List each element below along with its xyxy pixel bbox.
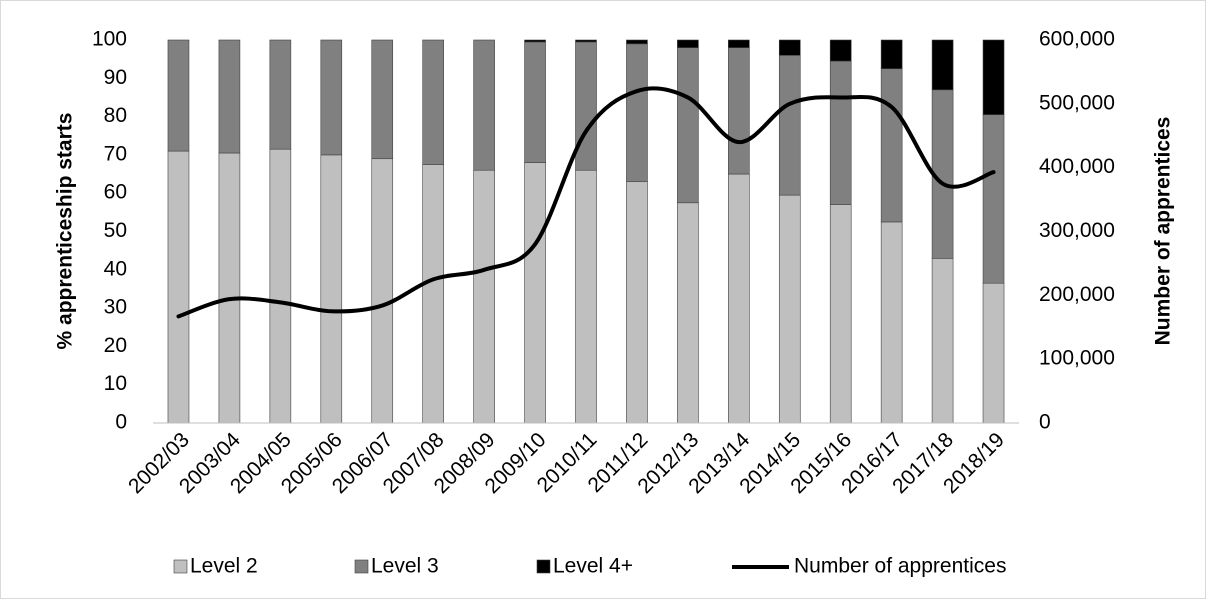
y-tick-label: 20 [104,334,127,357]
bar-level-3-1 [218,39,241,154]
bar-level-3-10 [677,47,699,204]
bar-level-2-4 [371,158,394,424]
bar-level-4--11 [728,39,750,48]
bar-level-2-8 [575,169,597,424]
bars-layer [167,39,1005,424]
legend-label-level-3: Level 3 [371,555,439,578]
y2-tick-label: 0 [1039,411,1051,434]
bar-level-4--7 [524,39,546,43]
bar-level-4--8 [575,39,597,43]
bar-level-3-13 [829,60,852,205]
bar-level-2-3 [320,154,343,424]
y-tick-label: 40 [104,257,127,280]
bar-level-4--9 [626,39,648,45]
axes-layer: 0 10 20 30 40 50 60 70 80 90 100 0 100,000 200,000 300… [92,28,1115,499]
bar-level-3-3 [320,39,343,156]
y-tick-label: 90 [104,66,127,89]
bar-level-4--14 [880,39,903,70]
y2-tick-label: 500,000 [1039,91,1115,114]
y-tick-label: 100 [92,28,127,51]
bar-level-3-11 [728,47,750,175]
bar-level-3-0 [167,39,190,152]
bar-level-4--16 [982,39,1005,115]
line-layer [176,86,996,319]
bar-level-2-0 [167,150,190,424]
bar-level-2-12 [778,194,801,424]
legend-label-level-4-: Level 4+ [553,555,633,578]
legend-swatch-level-4- [536,559,551,574]
bar-level-2-11 [728,173,750,424]
bar-level-3-12 [778,55,801,196]
bar-level-3-16 [982,114,1005,284]
y-tick-label: 80 [104,104,127,127]
bar-level-2-10 [677,202,699,424]
y-tick-label: 10 [104,372,127,395]
y2-tick-label: 100,000 [1039,347,1115,370]
y-tick-label: 60 [104,181,127,204]
y2-tick-label: 300,000 [1039,219,1115,242]
bar-level-2-5 [422,164,444,424]
legend-label-number-of-apprentices: Number of apprentices [794,555,1006,578]
y2-tick-label: 200,000 [1039,283,1115,306]
bar-level-2-15 [931,258,954,424]
bar-level-3-2 [269,39,292,150]
bar-level-4--15 [931,39,954,91]
y2-tick-label: 400,000 [1039,155,1115,178]
bar-level-3-5 [422,39,444,165]
legend-label-level-2: Level 2 [190,555,258,578]
y2-tick-label: 600,000 [1039,28,1115,51]
bar-level-2-13 [829,204,852,424]
legend-swatch-level-3 [354,559,369,574]
bar-level-2-9 [626,181,648,424]
series-line-number-of-apprentices [176,86,996,319]
bar-level-4--12 [778,39,801,56]
legend: Level 2 Level 3 Level 4+ Number of apprenti… [173,555,1006,578]
bar-level-2-6 [473,169,495,424]
bar-level-3-4 [371,39,394,160]
bar-level-2-16 [982,282,1005,424]
bar-level-2-7 [524,162,546,424]
legend-swatch-level-2 [173,559,188,574]
bar-level-2-14 [880,221,903,424]
y-tick-label: 30 [104,296,127,319]
bar-level-4--10 [677,39,699,48]
y-axis-title: % apprenticeship starts [54,113,77,350]
bar-level-3-9 [626,43,648,183]
y2-axis-title: Number of apprentices [1152,117,1175,346]
y-tick-label: 50 [104,219,127,242]
bar-level-3-6 [473,39,495,171]
bar-level-4--13 [829,39,852,62]
bar-level-2-2 [269,148,292,424]
bar-level-3-7 [524,41,546,163]
y-tick-label: 70 [104,142,127,165]
bar-level-2-1 [218,152,241,424]
bar-level-3-14 [880,68,903,223]
bar-level-3-8 [575,41,597,171]
y-tick-label: 0 [115,411,127,434]
